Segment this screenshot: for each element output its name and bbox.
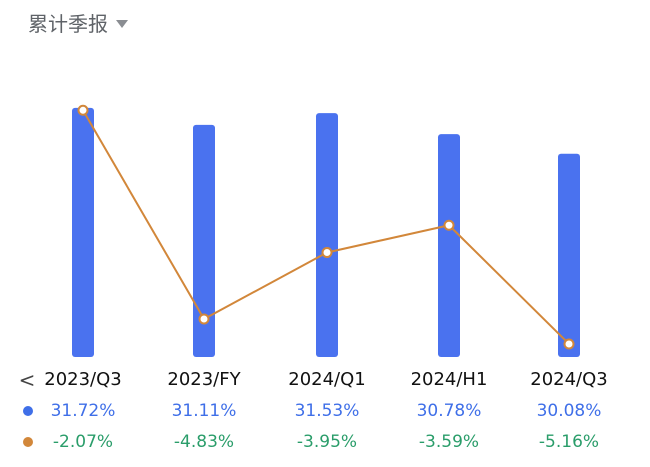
series-1-value: 30.78% [416,401,482,421]
line-point-2024/H1 [443,219,455,231]
bar-2024/Q1 [316,113,338,357]
series-1-value: 31.11% [171,401,237,421]
line-point-2024/Q3 [563,338,575,350]
line-point-2023/Q3 [77,104,89,116]
series-2-row: -2.07% -4.83% -3.95% -3.59% -5.16% [0,428,650,456]
category-label: 2024/Q3 [530,369,608,390]
line-point-2024/Q1 [321,246,333,258]
series-1-value: 31.72% [50,401,116,421]
category-label: 2023/FY [167,369,241,390]
chart-title: 累计季报 [28,12,108,36]
line-point-2023/FY [198,313,210,325]
bar-2024/Q3 [558,153,580,357]
category-label: 2024/H1 [410,369,488,390]
category-label: 2024/Q1 [288,369,366,390]
series-2-marker [23,437,33,447]
chevron-left-icon[interactable]: < [18,368,36,392]
bar-2023/Q3 [72,107,94,357]
chart-plot [72,104,580,357]
chart-title-dropdown[interactable]: 累计季报 [28,8,128,37]
series-1-value: 30.08% [536,401,602,421]
series-2-value: -5.16% [538,432,600,452]
series-1-value: 31.53% [294,401,360,421]
series-2-value: -2.07% [52,432,114,452]
bar-2023/FY [193,124,215,357]
category-row: < 2023/Q3 2023/FY 2024/Q1 2024/H1 2024/Q3 [0,366,650,394]
series-2-value: -3.59% [418,432,480,452]
series-2-value: -4.83% [173,432,235,452]
series-1-row: 31.72% 31.11% 31.53% 30.78% 30.08% [0,397,650,425]
dropdown-caret-icon [116,19,128,28]
series-2-value: -3.95% [296,432,358,452]
series-1-marker [23,406,33,416]
bar-2024/H1 [438,134,460,357]
category-label: 2023/Q3 [44,369,122,390]
